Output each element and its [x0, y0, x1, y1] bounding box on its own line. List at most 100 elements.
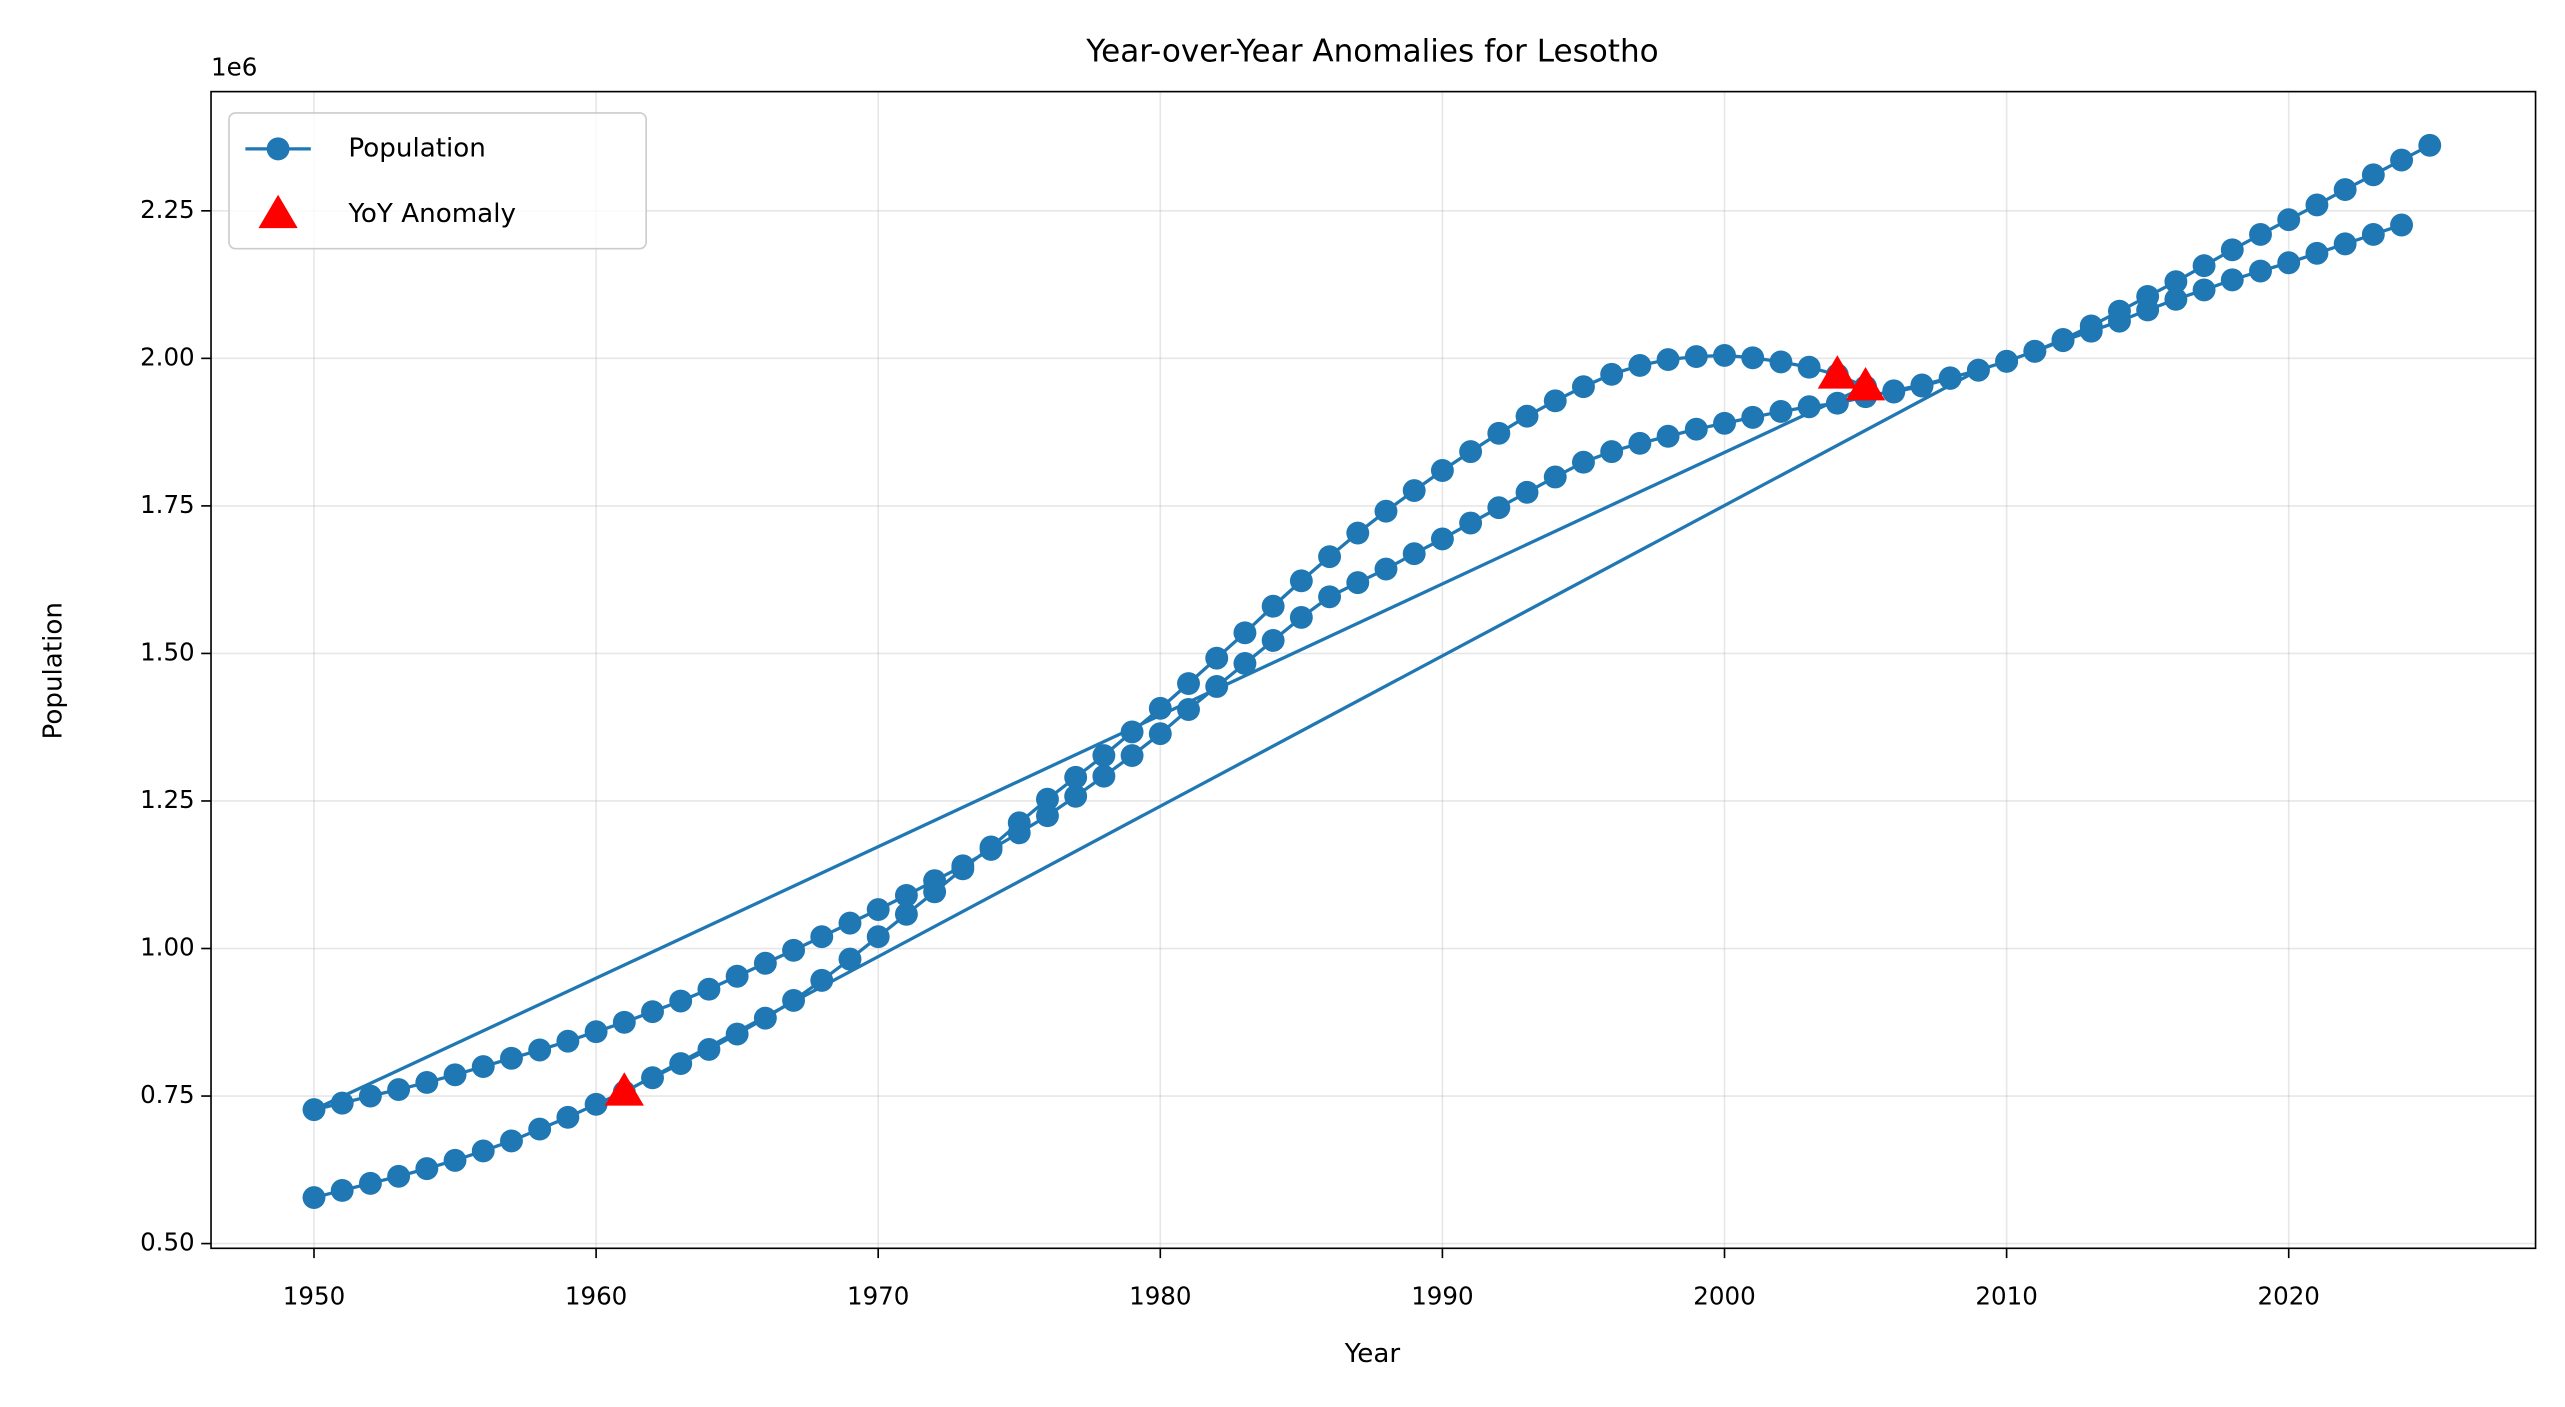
data-point — [1289, 569, 1313, 593]
x-tick-label: 1970 — [847, 1281, 909, 1310]
data-point — [810, 968, 834, 992]
data-point — [2164, 287, 2188, 311]
data-point — [1459, 440, 1483, 464]
data-point — [1656, 424, 1680, 448]
data-point — [2390, 213, 2414, 237]
data-point — [894, 902, 918, 926]
data-point — [669, 1052, 693, 1076]
data-point — [443, 1063, 467, 1087]
data-point — [1882, 380, 1906, 404]
data-point — [1177, 672, 1200, 695]
legend-marker — [258, 194, 298, 229]
data-point — [1346, 571, 1370, 595]
data-point — [1064, 765, 1088, 789]
data-point — [1966, 358, 1990, 382]
data-point — [2277, 208, 2301, 232]
data-point — [697, 1037, 721, 1061]
data-point — [697, 977, 721, 1001]
data-point — [2361, 163, 2385, 187]
data-point — [641, 1066, 664, 1090]
x-tick-label: 1960 — [565, 1281, 627, 1310]
data-point — [2305, 241, 2329, 265]
data-point — [387, 1078, 411, 1102]
data-point — [838, 911, 862, 935]
data-point — [2023, 339, 2047, 363]
data-point — [1430, 459, 1454, 482]
data-point — [2249, 259, 2272, 283]
y-tick-label: 1.25 — [140, 785, 195, 814]
data-point — [1036, 804, 1059, 828]
data-point — [2361, 222, 2385, 246]
data-point — [1938, 366, 1962, 390]
y-tick-label: 1.50 — [140, 637, 195, 666]
data-point — [866, 898, 890, 922]
legend-box — [228, 112, 647, 250]
data-point — [1628, 353, 1652, 377]
y-tick-label: 1.75 — [140, 490, 195, 519]
data-point — [2051, 328, 2075, 351]
data-point — [979, 837, 1003, 861]
y-axis-label: Population — [38, 602, 68, 739]
data-point — [2418, 133, 2442, 157]
data-point — [1177, 698, 1200, 721]
data-point — [500, 1129, 523, 1153]
data-point — [753, 951, 777, 975]
data-point — [471, 1139, 495, 1163]
y-tick-label: 0.50 — [140, 1228, 195, 1257]
data-point — [1628, 431, 1652, 455]
data-point — [1092, 744, 1116, 767]
data-point — [2277, 251, 2301, 275]
data-point — [1374, 557, 1398, 581]
data-point — [1656, 348, 1680, 371]
data-point — [1402, 479, 1426, 503]
legend-marker — [266, 137, 290, 161]
data-point — [1572, 375, 1595, 399]
y-tick-label: 2.00 — [140, 342, 195, 371]
data-point — [866, 925, 890, 949]
data-point — [1318, 545, 1342, 569]
data-point — [415, 1071, 439, 1094]
data-point — [1684, 417, 1708, 441]
data-point — [1487, 421, 1511, 445]
data-point — [2249, 222, 2272, 246]
y-tick-label: 0.75 — [140, 1080, 195, 1109]
data-point — [1318, 585, 1342, 609]
data-point — [2305, 193, 2329, 217]
data-point — [1374, 499, 1398, 523]
x-tick-label: 1980 — [1129, 1281, 1191, 1310]
data-point — [725, 964, 749, 988]
data-point — [2333, 178, 2357, 202]
x-tick-label: 2010 — [1975, 1281, 2037, 1310]
data-point — [1797, 355, 1821, 379]
y-tick-label: 1.00 — [140, 933, 195, 962]
data-point — [2192, 278, 2216, 302]
data-point — [1684, 345, 1708, 369]
anomaly-marker — [604, 1072, 644, 1106]
data-point — [302, 1186, 326, 1210]
x-axis-label: Year — [1344, 1339, 1401, 1369]
data-point — [1825, 391, 1849, 415]
data-point — [1120, 720, 1144, 744]
legend-label: Population — [348, 133, 485, 163]
data-point — [2192, 254, 2216, 278]
data-point — [1346, 521, 1370, 545]
data-point — [2164, 270, 2188, 294]
x-tick-label: 2000 — [1693, 1281, 1755, 1310]
data-point — [358, 1171, 382, 1195]
data-point — [1769, 350, 1793, 374]
data-point — [2390, 148, 2414, 172]
plot-frame — [210, 90, 2537, 1250]
chart-title: Year-over-Year Anomalies for Lesotho — [1085, 33, 1658, 69]
legend-label: YoY Anomaly — [347, 199, 516, 229]
data-point — [1515, 404, 1539, 428]
data-point — [753, 1006, 777, 1030]
data-point — [443, 1148, 467, 1172]
data-point — [1713, 343, 1736, 367]
data-point — [641, 1000, 664, 1024]
data-point — [1430, 527, 1454, 551]
data-point — [1741, 405, 1765, 429]
data-point — [1205, 675, 1229, 698]
y-tick-label: 2.25 — [140, 195, 195, 224]
x-tick-label: 1990 — [1411, 1281, 1473, 1310]
